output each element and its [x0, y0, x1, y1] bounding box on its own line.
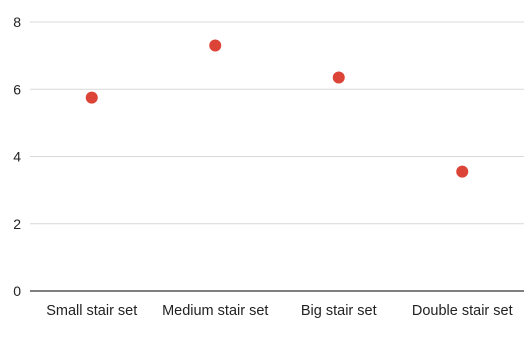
data-point: [332, 71, 345, 84]
x-category-label: Medium stair set: [162, 303, 268, 319]
y-tick-label: 8: [13, 14, 21, 30]
gridlines: [30, 21, 524, 225]
data-point: [85, 91, 98, 104]
y-axis-ticks: 0 2 4 6 8: [13, 14, 21, 299]
data-point: [456, 165, 469, 178]
y-tick-label: 2: [13, 216, 21, 232]
y-tick-label: 6: [13, 81, 21, 97]
x-category-label: Small stair set: [46, 303, 137, 319]
data-point: [209, 39, 222, 52]
y-tick-label: 0: [13, 283, 21, 299]
data-points: [85, 39, 469, 178]
x-axis-category-labels: Small stair set Medium stair set Big stair…: [46, 303, 512, 319]
x-category-label: Big stair set: [301, 303, 377, 319]
y-tick-label: 4: [13, 149, 21, 165]
x-category-label: Double stair set: [412, 303, 513, 319]
